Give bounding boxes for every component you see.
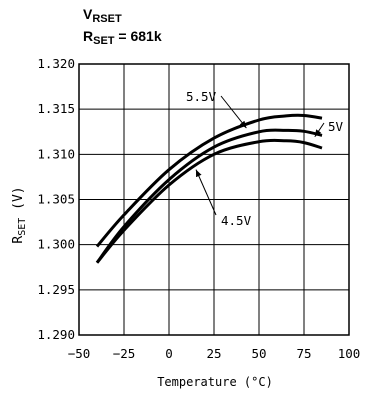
series-line-5_5V [95,113,323,248]
chart-title: VRSET RSET = 681k [83,6,162,50]
x-tick-label: −50 [68,346,91,361]
y-tick-label: 1.305 [37,192,75,207]
series-line-4_5V [95,138,323,264]
y-axis-label-main: R [11,236,26,244]
y-axis-label-sub: SET [17,218,28,236]
annotation-label: 5V [328,119,344,134]
x-tick-label: 75 [296,346,311,361]
title-1-main: V [83,6,93,22]
y-axis-label-suffix: (V) [11,186,26,217]
annotation-label: 5.5V [186,89,217,104]
y-axis-label: RSET (V) [11,186,28,243]
x-tick-label: 50 [251,346,266,361]
x-tick-label: −25 [113,346,136,361]
title-line-2: RSET = 681k [83,28,162,50]
y-tick-label: 1.315 [37,101,75,116]
y-tick-label: 1.310 [37,146,75,161]
y-tick-label: 1.320 [37,56,75,71]
annotation-label: 4.5V [221,213,252,228]
annotation-leader [195,169,217,216]
y-tick-labels: 1.290 1.295 1.300 1.305 1.310 1.315 1.320 [37,56,75,342]
title-2-suffix: = 681k [114,28,162,44]
y-tick-label: 1.295 [37,282,75,297]
y-tick-label: 1.300 [37,237,75,252]
plot-frame [78,63,350,336]
y-tick-label: 1.290 [37,327,75,342]
grid [79,64,349,335]
title-2-sub: SET [93,35,115,47]
series-line-5V [95,128,323,264]
x-tick-label: 100 [338,346,361,361]
annotation-leader [220,95,247,129]
x-tick-label: 0 [165,346,173,361]
x-tick-labels: −50 −25 0 25 50 75 100 [68,346,361,361]
x-tick-label: 25 [206,346,221,361]
title-1-sub: RSET [92,13,122,25]
annotation-leader [314,122,325,138]
title-line-1: VRSET [83,6,162,28]
series-annotations: 5.5V 5V 4.5V [186,89,344,228]
title-2-main: R [83,28,94,44]
series-lines [95,113,323,264]
plot-border [78,63,350,336]
x-axis-label: Temperature (°C) [157,375,273,389]
